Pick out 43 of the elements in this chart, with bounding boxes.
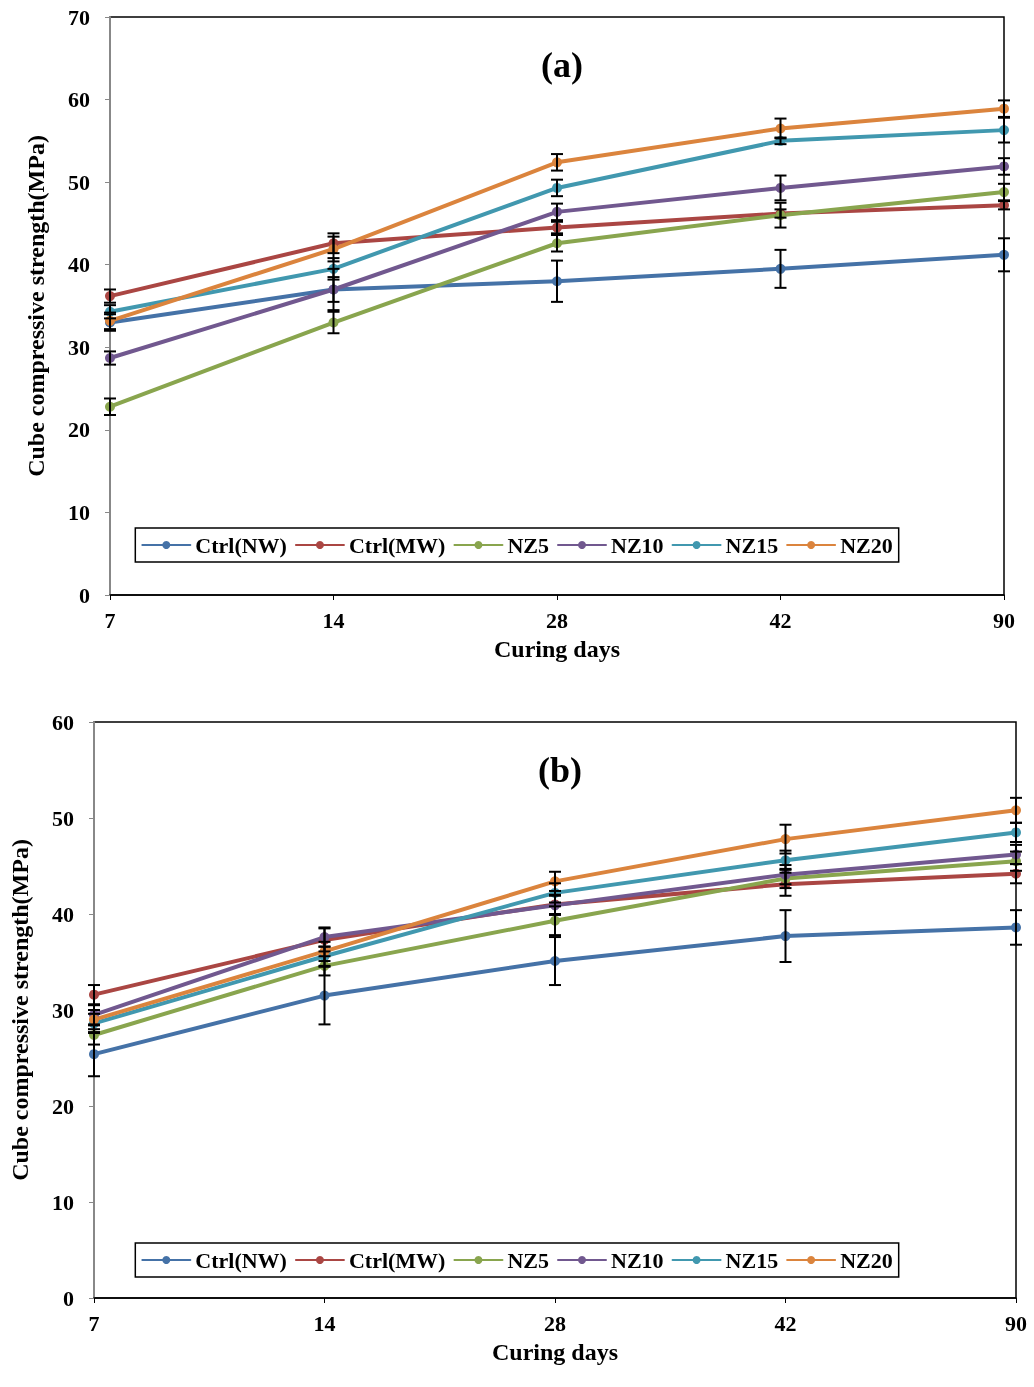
x-axis-title: Curing days [493, 636, 621, 662]
legend-label: NZ10 [611, 532, 664, 558]
y-tick-label: 40 [52, 901, 74, 927]
y-tick-label: 60 [68, 87, 90, 113]
legend-label: NZ5 [507, 1247, 550, 1273]
y-tick-label: 0 [79, 582, 90, 608]
legend-label: Ctrl(NW) [195, 1247, 287, 1273]
y-tick-label: 10 [68, 499, 90, 525]
legend-label: NZ10 [611, 1247, 664, 1273]
x-tick-label: 42 [774, 1310, 797, 1336]
x-axis-title: Curing days [491, 1339, 619, 1365]
y-tick-label: 10 [52, 1189, 74, 1215]
legend-label: Ctrl(NW) [195, 532, 287, 558]
x-tick-label: 90 [1005, 1310, 1027, 1336]
x-tick-label: 14 [322, 607, 345, 633]
x-tick-label: 14 [313, 1310, 336, 1336]
y-tick-label: 20 [68, 417, 90, 443]
y-tick-label: 0 [63, 1285, 74, 1311]
legend-label: Ctrl(MW) [348, 532, 446, 558]
y-tick-label: 20 [52, 1093, 74, 1119]
legend-label: NZ20 [840, 1247, 893, 1273]
legend-label: Ctrl(MW) [348, 1247, 446, 1273]
legend-label: NZ15 [725, 1247, 779, 1273]
y-axis-title: Cube compressive strength(MPa) [23, 135, 49, 477]
y-tick-label: 40 [68, 252, 90, 278]
y-tick-label: 30 [52, 997, 74, 1023]
y-tick-label: 50 [68, 169, 90, 195]
x-tick-label: 28 [546, 607, 568, 633]
legend-label: NZ15 [725, 532, 779, 558]
y-tick-label: 70 [68, 4, 90, 30]
x-tick-label: 7 [104, 607, 116, 633]
x-tick-label: 90 [993, 607, 1015, 633]
legend-label: NZ5 [507, 532, 550, 558]
y-tick-label: 30 [68, 334, 90, 360]
text: (a) [541, 45, 583, 85]
x-tick-label: 28 [544, 1310, 566, 1336]
x-tick-label: 7 [88, 1310, 100, 1336]
y-tick-label: 50 [52, 805, 74, 831]
x-tick-label: 42 [769, 607, 792, 633]
legend-label: NZ20 [840, 532, 893, 558]
y-tick-label: 60 [52, 709, 74, 735]
y-axis-title: Cube compressive strength(MPa) [7, 839, 33, 1181]
text: (b) [538, 750, 582, 790]
